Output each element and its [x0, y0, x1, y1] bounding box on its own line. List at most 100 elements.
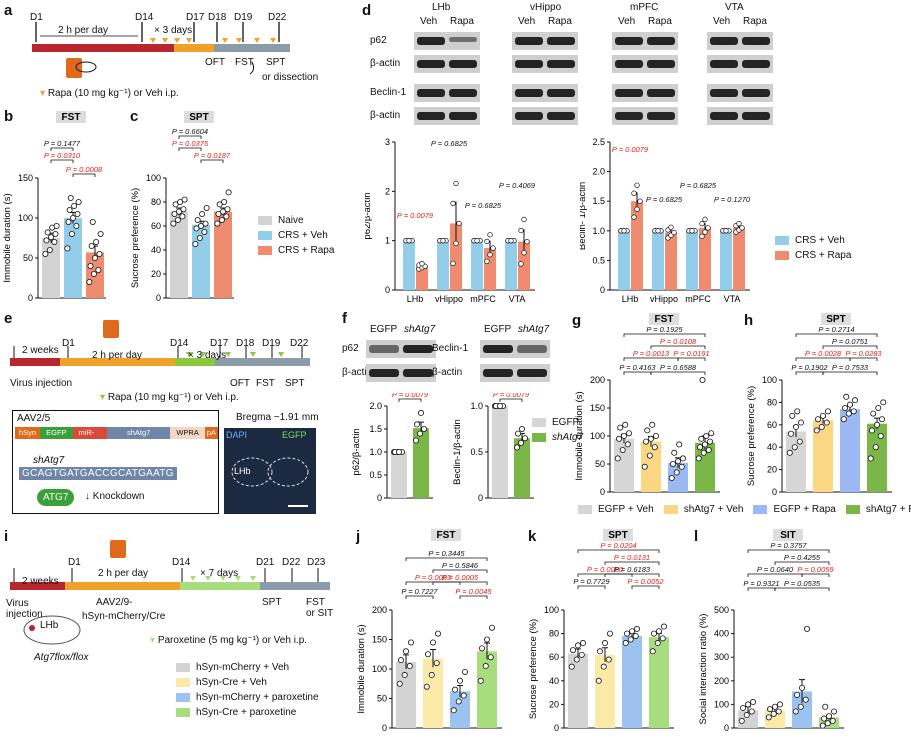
legend-f-1: EGFP: [552, 417, 580, 428]
j-point-3-4: [483, 636, 490, 643]
d2-ytick-label-5: 2.5: [592, 137, 605, 147]
d-band-1-2-1: [647, 60, 675, 68]
d1-point-0-1-4: [419, 261, 425, 267]
g-point-2-2: [678, 463, 685, 470]
d1-ytick-label-2: 2: [385, 186, 390, 196]
e-day-5: D19: [262, 338, 281, 349]
c-point-2-3: [215, 211, 222, 218]
c-point-1-3: [193, 225, 200, 232]
d1-stat-3: P = 0.4069: [499, 181, 536, 190]
f-p62-point-1-1: [417, 430, 424, 437]
g-point-1-0: [641, 463, 648, 470]
g-point-3-3: [697, 444, 704, 451]
j-stat-5: P = 0.0045: [455, 587, 492, 596]
g-point-2-1: [673, 469, 680, 476]
d1-xlabel-1: vHippo: [435, 294, 463, 304]
e-day-1: D1: [62, 338, 75, 349]
j-stat-0: P = 0.3445: [428, 549, 465, 558]
h-point-0-0: [786, 449, 793, 456]
f-p62-point-0-4: [396, 449, 403, 456]
b-point-1-2: [73, 223, 80, 230]
c-point-2-1: [218, 217, 225, 224]
e-virus: Virus injection: [10, 378, 73, 389]
g-ytick-label-3: 150: [590, 403, 605, 413]
legend-i-2: hSyn-Cre + Veh: [196, 677, 267, 688]
h-bar-1: [813, 420, 833, 492]
d2-ytick-label-2: 1.0: [592, 226, 605, 236]
l-ylabel: Social interaction ratio (%): [698, 614, 709, 725]
k-ytick-label-2: 40: [549, 676, 559, 686]
k-bar-2: [622, 635, 642, 728]
f-p62-bar-1: [413, 428, 429, 498]
g-point-2-4: [675, 458, 682, 465]
j-point-0-4: [403, 648, 410, 655]
c-bar-2: [214, 211, 232, 298]
c-point-0-6: [172, 201, 179, 208]
legend-bc-3: CRS + Rapa: [278, 245, 335, 256]
c-bracket-2: [200, 159, 224, 163]
l-point-2-5: [804, 625, 811, 632]
k-point-3-0: [649, 648, 656, 655]
l-stat-0: P = 0.3757: [770, 541, 807, 550]
f-p62-point-1-3: [414, 421, 421, 428]
e-aav: AAV2/5: [17, 413, 51, 424]
d2-stat-2: P = 0.6825: [680, 181, 717, 190]
d-band-3-1-1: [547, 112, 575, 120]
f-blot-label-0-0: p62: [342, 343, 359, 354]
j-point-2-2: [460, 692, 467, 699]
panel-letter-b: b: [4, 108, 14, 125]
d-blot-box-0-2: [612, 32, 678, 50]
panel-letter-l: l: [694, 528, 699, 545]
construct-box: AAV2/5 hSyn EGFP miR-30 shAtg7 WPRA pA s…: [12, 410, 219, 514]
c-point-0-3: [171, 211, 178, 218]
c-point-2-5: [224, 206, 231, 213]
g-point-3-9: [699, 377, 706, 384]
e-bregma: Bregma −1.91 mm: [236, 412, 319, 423]
f-blot-label-0-1: β-actin: [342, 367, 373, 378]
e-test-2: FST: [256, 378, 275, 389]
a-day-6: D22: [268, 12, 287, 23]
f-p62-point-1-0: [413, 437, 420, 444]
d1-stat-0: P = 0.0079: [397, 211, 434, 220]
d-band-3-3-0: [710, 112, 738, 120]
g-bracket-0: [623, 333, 706, 337]
g-point-3-4: [701, 441, 708, 448]
c-ylabel: Sucrose preference (%): [130, 188, 141, 288]
b-bracket-1: [50, 159, 74, 163]
d-blot-label-3: β-actin: [370, 110, 401, 121]
legend-gh-3: EGFP + Rapa: [773, 504, 836, 515]
d-band-3-0-1: [449, 112, 477, 120]
d1-point-2-1-2: [490, 245, 496, 251]
b-point-2-7: [93, 238, 100, 245]
f-beclin-ytick-label-2: 1.0: [470, 401, 483, 411]
b-point-1-1: [68, 231, 75, 238]
a-day-2: D14: [135, 12, 154, 23]
h-point-2-3: [842, 405, 849, 412]
d2-bar-2-0: [686, 230, 698, 290]
k-point-2-0: [622, 640, 629, 647]
l-ytick-label-4: 400: [714, 629, 729, 639]
j-bar-3: [477, 651, 497, 728]
d-band-2-1-1: [547, 89, 575, 97]
f-band-1-1-0: [483, 369, 513, 377]
legend-i-4: hSyn-Cre + paroxetine: [196, 707, 297, 718]
h-stat-0: P = 0.2714: [818, 325, 854, 334]
g-ytick-label-1: 50: [595, 459, 605, 469]
d-cond-2-1: Rapa: [648, 16, 672, 27]
j-stat-4: P = 0.7227: [401, 587, 438, 596]
f-blot-box-0-1: [366, 364, 436, 382]
d2-stat-0: P = 0.0079: [612, 145, 649, 154]
e-sh-label: shAtg7: [33, 455, 65, 466]
g-point-0-5: [626, 430, 633, 437]
j-point-2-3: [452, 686, 459, 693]
a-day-3: D17: [186, 12, 205, 23]
d-cond-0-0: Veh: [420, 16, 438, 27]
d2-bar-3-1: [733, 227, 745, 290]
d-band-0-1-1: [547, 37, 575, 45]
j-point-2-0: [450, 707, 457, 714]
k-stat-4: P = 0.7729: [573, 577, 610, 586]
c-point-1-1: [196, 235, 203, 242]
l-point-1-3: [767, 706, 774, 713]
d2-xlabel-3: VTA: [724, 294, 741, 304]
d-band-2-0-0: [417, 89, 445, 97]
